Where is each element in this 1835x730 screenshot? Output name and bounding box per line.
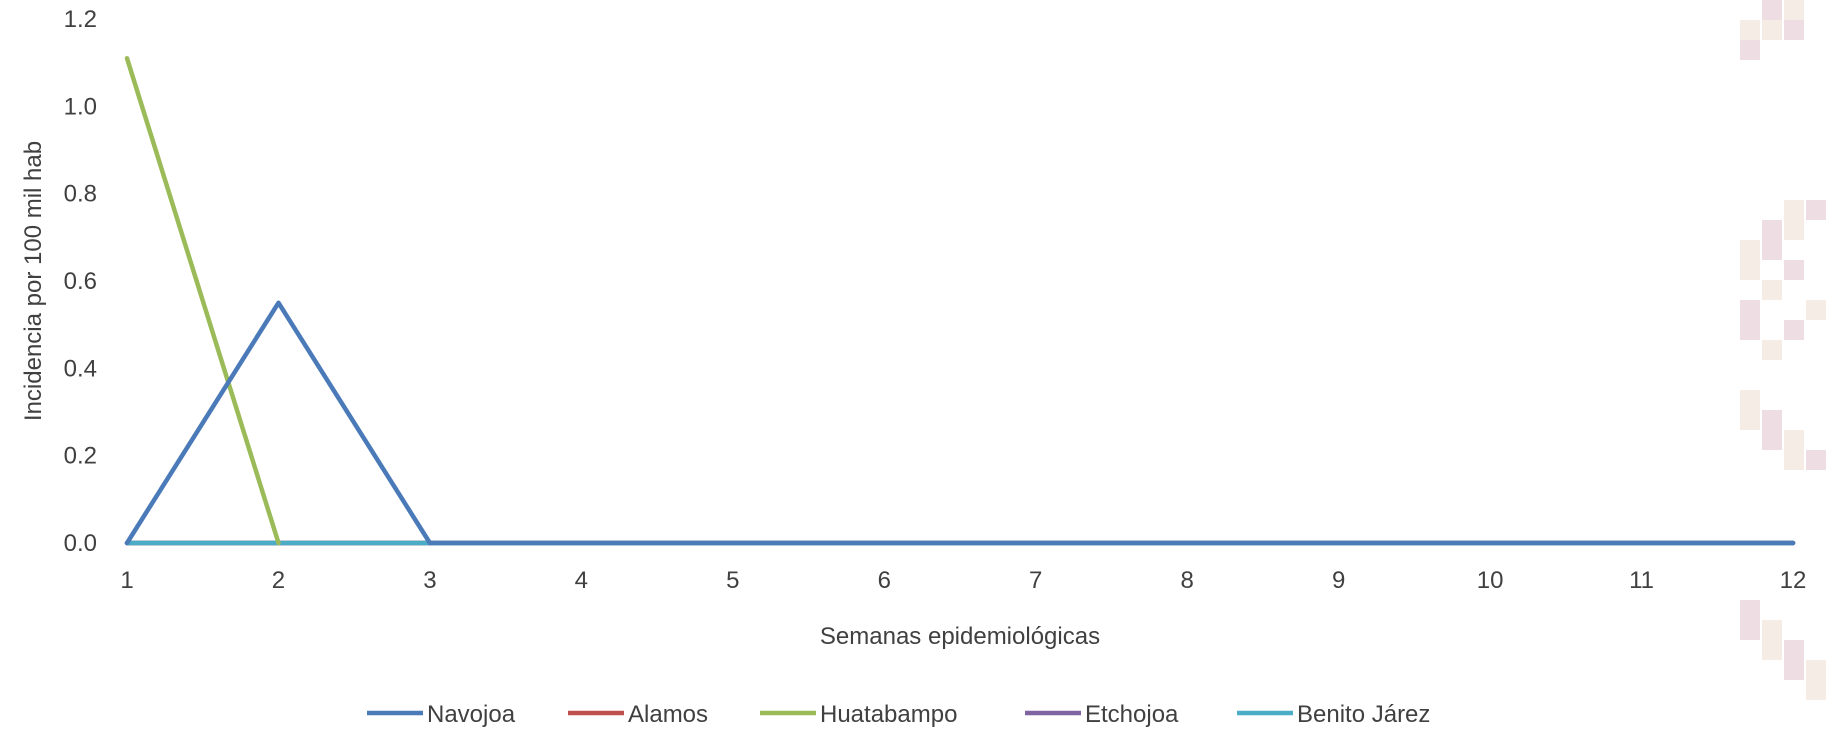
x-tick-label: 5 bbox=[726, 567, 739, 594]
x-tick-label: 7 bbox=[1029, 567, 1042, 594]
x-tick-label: 11 bbox=[1629, 567, 1654, 594]
pattern-square bbox=[1784, 660, 1804, 680]
pattern-square bbox=[1762, 640, 1782, 660]
pattern-square bbox=[1784, 20, 1804, 40]
pattern-square bbox=[1806, 660, 1826, 680]
pattern-square bbox=[1740, 390, 1760, 410]
legend-label: Benito Járez bbox=[1297, 701, 1430, 728]
pattern-square bbox=[1806, 200, 1826, 220]
pattern-square bbox=[1740, 260, 1760, 280]
y-tick-label: 0.6 bbox=[64, 268, 97, 295]
pattern-square bbox=[1762, 430, 1782, 450]
pattern-square bbox=[1762, 240, 1782, 260]
x-tick-label: 8 bbox=[1181, 567, 1194, 594]
pattern-square bbox=[1740, 20, 1760, 40]
y-tick-label: 1.2 bbox=[64, 6, 97, 33]
pattern-square bbox=[1740, 320, 1760, 340]
x-axis-ticks: 1 2 3 4 5 6 7 8 9 10 11 12 bbox=[120, 567, 1806, 594]
pattern-square bbox=[1784, 640, 1804, 660]
legend-label: Navojoa bbox=[427, 701, 516, 728]
x-axis-title: Semanas epidemiológicas bbox=[820, 623, 1100, 650]
pattern-square bbox=[1740, 240, 1760, 260]
y-tick-label: 1.0 bbox=[64, 93, 97, 120]
pattern-square bbox=[1784, 220, 1804, 240]
series-line-navojoa bbox=[124, 300, 1796, 546]
y-tick-label: 0.0 bbox=[64, 530, 97, 557]
legend: Navojoa Alamos Huatabampo Etchojoa Benito Já… bbox=[367, 701, 1430, 728]
x-tick-label: 10 bbox=[1477, 567, 1504, 594]
x-tick-label: 12 bbox=[1780, 567, 1807, 594]
pattern-square bbox=[1762, 620, 1782, 640]
x-tick-label: 3 bbox=[423, 567, 436, 594]
pattern-square bbox=[1806, 680, 1826, 700]
pattern-square bbox=[1762, 220, 1782, 240]
series-line-huatabampo bbox=[124, 56, 281, 546]
pattern-square bbox=[1784, 450, 1804, 470]
pattern-square bbox=[1740, 410, 1760, 430]
y-tick-label: 0.4 bbox=[64, 355, 97, 382]
pattern-square bbox=[1740, 300, 1760, 320]
legend-label: Huatabampo bbox=[820, 701, 957, 728]
pattern-square bbox=[1806, 450, 1826, 470]
pattern-square bbox=[1784, 200, 1804, 220]
pattern-square bbox=[1740, 620, 1760, 640]
y-axis-ticks: 0.0 0.2 0.4 0.6 0.8 1.0 1.2 bbox=[64, 6, 97, 557]
y-tick-label: 0.2 bbox=[64, 443, 97, 470]
x-tick-label: 1 bbox=[120, 567, 133, 594]
legend-label: Etchojoa bbox=[1085, 701, 1179, 728]
decorative-pattern bbox=[1740, 0, 1826, 700]
x-tick-label: 2 bbox=[272, 567, 285, 594]
pattern-square bbox=[1762, 20, 1782, 40]
pattern-square bbox=[1762, 410, 1782, 430]
x-tick-label: 6 bbox=[878, 567, 891, 594]
pattern-square bbox=[1784, 260, 1804, 280]
pattern-square bbox=[1762, 340, 1782, 360]
x-tick-label: 4 bbox=[575, 567, 588, 594]
pattern-square bbox=[1762, 0, 1782, 20]
pattern-square bbox=[1740, 40, 1760, 60]
pattern-square bbox=[1784, 320, 1804, 340]
legend-label: Alamos bbox=[628, 701, 708, 728]
pattern-square bbox=[1806, 300, 1826, 320]
pattern-square bbox=[1740, 600, 1760, 620]
y-tick-label: 0.8 bbox=[64, 181, 97, 208]
y-axis-title: Incidencia por 100 mil hab bbox=[20, 141, 47, 421]
pattern-square bbox=[1784, 0, 1804, 20]
pattern-square bbox=[1762, 280, 1782, 300]
x-tick-label: 9 bbox=[1332, 567, 1345, 594]
pattern-square bbox=[1784, 430, 1804, 450]
series-group bbox=[124, 56, 1796, 546]
